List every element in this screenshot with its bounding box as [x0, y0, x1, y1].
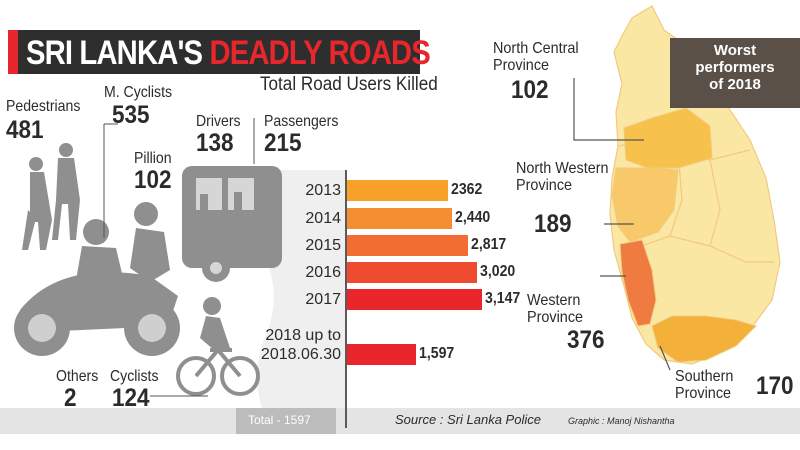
cyclists-label: Cyclists	[110, 368, 159, 385]
source-credit: Source : Sri Lanka Police	[395, 412, 541, 427]
bar-5	[347, 289, 482, 310]
bicycle-icon	[176, 297, 260, 396]
bar-value-label-4: 3,020	[480, 263, 516, 280]
north-western-label: North Western Province	[516, 160, 609, 194]
title-part-2: DEADLY ROADS	[209, 34, 430, 72]
drivers-value: 138	[196, 129, 234, 157]
pedestrians-label: Pedestrians	[6, 98, 81, 115]
bar-3	[347, 235, 468, 256]
sri-lanka-map	[573, 5, 781, 371]
bar-value-label-6: 1,597	[419, 345, 455, 362]
bar-value-label-1: 2362	[451, 181, 483, 198]
passengers-value: 215	[264, 129, 302, 157]
western-value: 376	[567, 326, 605, 354]
bus-icon	[182, 166, 282, 282]
western-label: Western Province	[527, 292, 584, 326]
pillion-value: 102	[134, 166, 172, 194]
drivers-label: Drivers	[196, 113, 241, 130]
southern-label: Southern Province	[675, 368, 734, 402]
title-banner	[8, 30, 420, 74]
pillion-label: Pillion	[134, 150, 172, 167]
footer-bar	[0, 408, 800, 434]
north-central-label: North Central Province	[493, 40, 579, 74]
bar-value-label-5: 3,147	[485, 290, 521, 307]
southern-province	[651, 315, 757, 363]
north-central-province	[623, 107, 713, 169]
north-central-value: 102	[511, 76, 549, 104]
motor-cyclists-label: M. Cyclists	[104, 84, 173, 101]
others-value: 2	[64, 384, 77, 412]
cyclists-value: 124	[112, 384, 150, 412]
pedestrians-value: 481	[6, 116, 44, 144]
bar-6	[347, 344, 416, 365]
bar-1	[347, 180, 448, 201]
bar-value-label-3: 2,817	[471, 236, 507, 253]
graphic-credit: Graphic : Manoj Nishantha	[568, 416, 675, 426]
bar-value-label-2: 2,440	[455, 209, 491, 226]
page-title: SRI LANKA'S DEADLY ROADS	[26, 31, 431, 75]
total-box	[236, 408, 336, 434]
total-label: Total - 1597	[248, 413, 311, 427]
motorcycle-icon	[14, 202, 180, 356]
western-province	[619, 239, 657, 327]
southern-value: 170	[756, 372, 794, 400]
title-accent-bar	[8, 30, 18, 74]
others-label: Others	[56, 368, 99, 385]
worst-performers-badge	[670, 38, 800, 108]
subtitle: Total Road Users Killed	[260, 74, 438, 95]
bar-2	[347, 208, 452, 229]
north-western-value: 189	[534, 210, 572, 238]
chart-axis-line	[345, 170, 347, 428]
pedestrians-icon	[22, 143, 80, 250]
motor-cyclists-value: 535	[112, 101, 150, 129]
bar-4	[347, 262, 477, 283]
worst-performers-text: Worst performers of 2018	[695, 42, 775, 93]
road-users-illustration	[14, 118, 345, 408]
passengers-label: Passengers	[264, 113, 339, 130]
title-part-1: SRI LANKA'S	[26, 34, 203, 72]
